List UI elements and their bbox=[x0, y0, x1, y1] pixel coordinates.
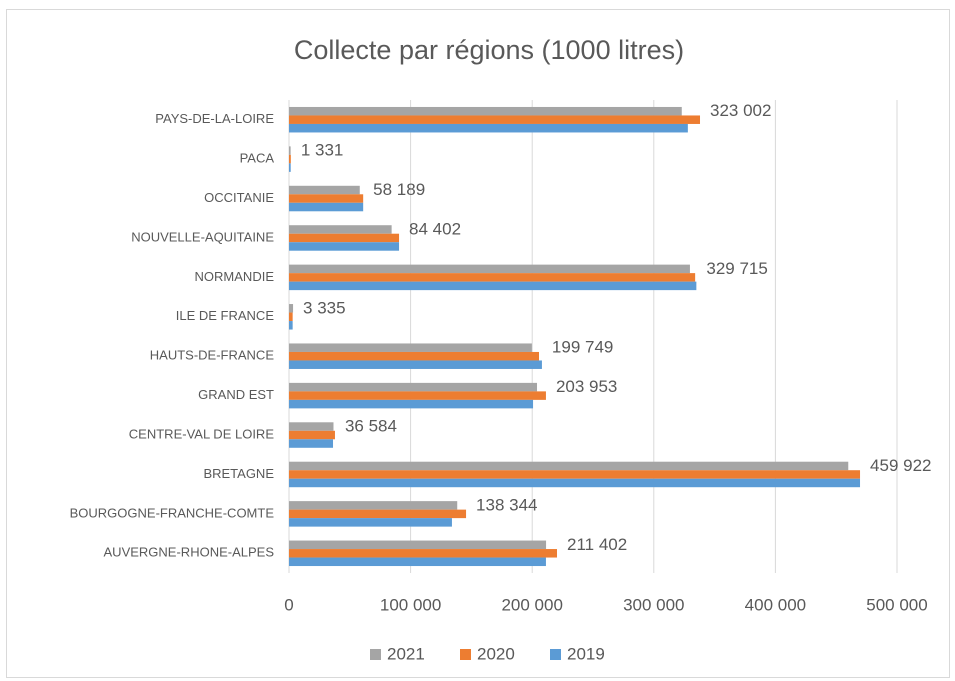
legend-label: 2021 bbox=[387, 644, 425, 663]
bar bbox=[289, 185, 360, 195]
bar bbox=[289, 351, 540, 361]
bar bbox=[289, 382, 538, 392]
bar bbox=[289, 312, 293, 322]
bar bbox=[289, 225, 392, 234]
bar bbox=[289, 115, 701, 124]
data-label: 138 344 bbox=[476, 495, 537, 514]
bar bbox=[289, 194, 364, 203]
bar bbox=[289, 439, 334, 448]
y-tick-label: AUVERGNE-RHONE-ALPES bbox=[104, 545, 275, 560]
bar bbox=[289, 264, 690, 274]
y-tick-label: BOURGOGNE-FRANCHE-COMTE bbox=[70, 505, 275, 520]
bar bbox=[289, 242, 400, 251]
y-tick-label: BRETAGNE bbox=[203, 466, 274, 481]
bar bbox=[289, 273, 696, 282]
y-tick-label: PACA bbox=[240, 151, 275, 166]
bar bbox=[289, 391, 546, 400]
bar bbox=[289, 321, 293, 330]
bar bbox=[289, 461, 849, 471]
bar bbox=[289, 549, 558, 558]
y-tick-label: NORMANDIE bbox=[195, 269, 275, 284]
data-label: 3 335 bbox=[303, 298, 346, 317]
bar bbox=[289, 163, 291, 172]
bar bbox=[289, 478, 861, 488]
bar bbox=[289, 360, 542, 369]
data-label: 199 749 bbox=[552, 338, 613, 357]
bar bbox=[289, 557, 546, 567]
y-tick-label: ILE DE FRANCE bbox=[176, 308, 275, 323]
bar bbox=[289, 540, 547, 550]
data-label: 459 922 bbox=[870, 456, 931, 475]
x-tick-label: 400 000 bbox=[745, 595, 806, 614]
bar bbox=[289, 233, 400, 243]
data-label: 1 331 bbox=[301, 141, 344, 160]
data-label: 36 584 bbox=[345, 417, 397, 436]
x-tick-label: 100 000 bbox=[380, 595, 441, 614]
legend-swatch bbox=[370, 649, 381, 660]
bar bbox=[289, 501, 458, 510]
bar bbox=[289, 154, 291, 164]
x-tick-label: 300 000 bbox=[623, 595, 684, 614]
data-label: 329 715 bbox=[706, 259, 767, 278]
bar bbox=[289, 518, 452, 527]
legend-swatch bbox=[550, 649, 561, 660]
data-label: 211 402 bbox=[567, 535, 627, 554]
bar bbox=[289, 430, 335, 440]
y-tick-label: GRAND EST bbox=[198, 387, 274, 402]
y-tick-label: PAYS-DE-LA-LOIRE bbox=[155, 111, 274, 126]
bar bbox=[289, 146, 291, 155]
legend-swatch bbox=[460, 649, 471, 660]
bar bbox=[289, 106, 682, 116]
data-label: 203 953 bbox=[556, 377, 617, 396]
legend-label: 2019 bbox=[567, 644, 605, 663]
y-tick-label: CENTRE-VAL DE LOIRE bbox=[129, 426, 275, 441]
y-tick-label: OCCITANIE bbox=[204, 190, 274, 205]
bar bbox=[289, 202, 364, 212]
data-label: 58 189 bbox=[373, 180, 425, 199]
chart-title: Collecte par régions (1000 litres) bbox=[294, 35, 684, 65]
bar bbox=[289, 399, 534, 409]
x-tick-label: 0 bbox=[284, 595, 293, 614]
bar bbox=[289, 304, 294, 313]
x-tick-label: 500 000 bbox=[866, 595, 927, 614]
legend-label: 2020 bbox=[477, 644, 515, 663]
data-label: 84 402 bbox=[409, 219, 461, 238]
x-tick-label: 200 000 bbox=[501, 595, 562, 614]
y-tick-label: NOUVELLE-AQUITAINE bbox=[131, 229, 274, 244]
bar bbox=[289, 343, 532, 352]
bar bbox=[289, 470, 861, 479]
bar bbox=[289, 509, 467, 519]
data-label: 323 002 bbox=[710, 101, 771, 120]
bar bbox=[289, 281, 697, 291]
bar bbox=[289, 123, 688, 133]
y-tick-label: HAUTS-DE-FRANCE bbox=[150, 348, 275, 363]
bar bbox=[289, 422, 334, 431]
